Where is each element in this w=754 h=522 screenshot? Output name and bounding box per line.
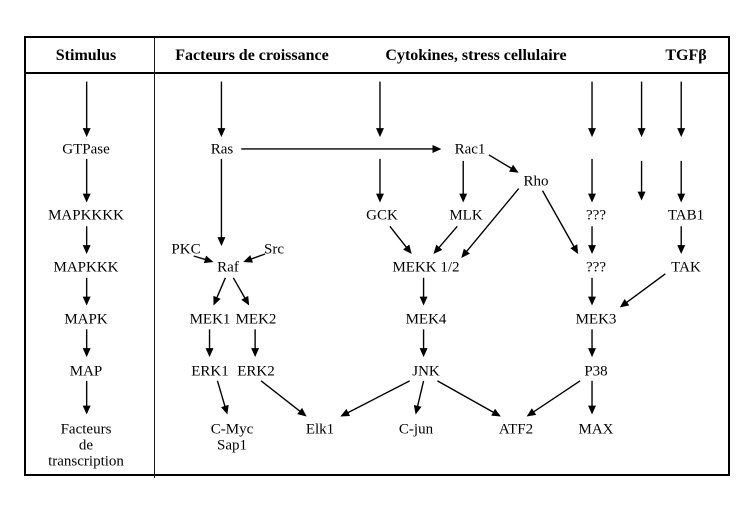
node-n-tak: TAK — [671, 260, 701, 277]
node-n-mek4: MEK4 — [406, 312, 447, 329]
node-n-sap1: Sap1 — [217, 438, 247, 455]
node-n-tab1: TAB1 — [668, 208, 704, 225]
node-n-q2: ??? — [586, 260, 606, 277]
node-n-gck: GCK — [366, 208, 398, 225]
node-n-map: MAP — [70, 364, 103, 381]
arrow-layer — [26, 38, 728, 474]
node-n-ft3: transcription — [48, 454, 124, 471]
node-n-mlk: MLK — [449, 208, 482, 225]
node-n-mapkkk: MAPKKK — [53, 260, 118, 277]
node-n-erk1: ERK1 — [191, 364, 229, 381]
node-n-ft1: Facteurs — [61, 422, 112, 439]
node-n-rho: Rho — [523, 174, 548, 191]
node-n-ras: Ras — [211, 142, 234, 159]
node-n-mapkkkk: MAPKKKK — [48, 208, 124, 225]
node-n-elk1: Elk1 — [306, 422, 334, 439]
node-n-pkc: PKC — [171, 242, 200, 259]
diagram-frame: Stimulus Facteurs de croissance Cytokine… — [24, 36, 730, 476]
node-n-raf: Raf — [217, 260, 239, 277]
node-n-jnk: JNK — [412, 364, 440, 381]
node-n-q1: ??? — [586, 208, 606, 225]
node-n-cmyc: C-Myc — [211, 422, 254, 439]
node-n-p38: P38 — [584, 364, 607, 381]
node-n-cjun: C-jun — [399, 422, 433, 439]
page: Stimulus Facteurs de croissance Cytokine… — [0, 0, 754, 522]
node-n-gtpase: GTPase — [62, 142, 110, 159]
node-n-ft2: de — [79, 438, 93, 455]
node-n-mek2: MEK2 — [236, 312, 277, 329]
node-n-mekk12: MEKK 1/2 — [392, 260, 459, 277]
node-n-max: MAX — [578, 422, 613, 439]
node-n-atf2: ATF2 — [499, 422, 533, 439]
node-n-mek3: MEK3 — [576, 312, 617, 329]
node-n-src: Src — [264, 242, 284, 259]
node-n-rac1: Rac1 — [455, 142, 486, 159]
node-n-mek1: MEK1 — [190, 312, 231, 329]
node-n-erk2: ERK2 — [237, 364, 275, 381]
node-n-mapk: MAPK — [64, 312, 107, 329]
